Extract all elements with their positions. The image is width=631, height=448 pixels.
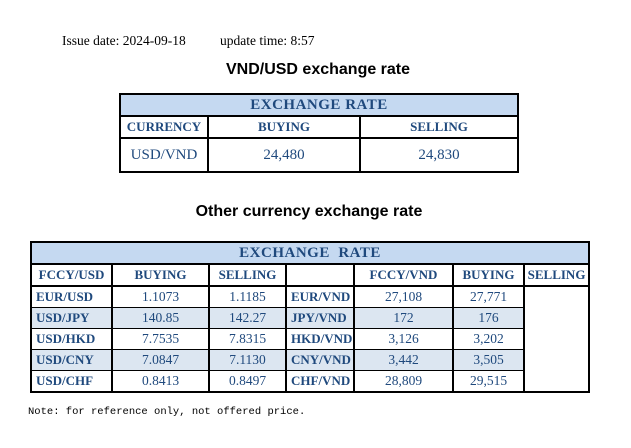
table-row: USD/HKD 7.7535 7.8315 HKD/VND 3,126 3,20… xyxy=(30,328,589,350)
meta-line: Issue date: 2024-09-18 update time: 8:57 xyxy=(0,33,631,51)
currency-pair-cell: USD/VND xyxy=(119,137,209,173)
buying-cell: 172 xyxy=(353,307,454,329)
table-row: USD/CHF 0.8413 0.8497 CHF/VND 28,809 29,… xyxy=(30,370,589,393)
issue-date: Issue date: 2024-09-18 xyxy=(62,33,186,48)
vnd-usd-table: EXCHANGE RATE CURRENCY BUYING SELLING US… xyxy=(118,93,520,173)
column-header-buying-left: BUYING xyxy=(111,263,210,287)
column-header-fccy-vnd: FCCY/VND xyxy=(353,263,454,287)
spacer-column xyxy=(285,263,355,287)
column-header-row: FCCY/USD BUYING SELLING FCCY/VND BUYING … xyxy=(30,263,591,287)
selling-cell: 142.27 xyxy=(208,307,287,329)
currency-pair-cell: HKD/VND xyxy=(285,328,355,350)
column-header-buying: BUYING xyxy=(207,115,361,139)
update-time: update time: 8:57 xyxy=(220,33,315,48)
column-header-selling-right: SELLING xyxy=(522,263,591,287)
buying-cell: 140.85 xyxy=(111,307,210,329)
selling-cell: 27,771 xyxy=(452,285,525,308)
other-currency-section-title: Other currency exchange rate xyxy=(195,203,423,220)
column-header-selling: SELLING xyxy=(358,115,520,139)
currency-pair-cell: JPY/VND xyxy=(285,307,355,329)
note: Note: for reference only, not offered pr… xyxy=(28,406,306,418)
column-header-fccy-usd: FCCY/USD xyxy=(30,263,113,287)
table-row: USD/JPY 140.85 142.27 JPY/VND 172 176 xyxy=(30,307,589,329)
selling-cell: 1.1185 xyxy=(208,285,287,308)
buying-cell: 24,480 xyxy=(207,137,361,173)
table-title: EXCHANGE RATE xyxy=(118,93,520,117)
buying-cell: 3,126 xyxy=(353,328,454,350)
currency-pair-cell: EUR/USD xyxy=(30,285,113,308)
table-title-row: EXCHANGE RATE xyxy=(29,241,591,265)
selling-cell: 29,515 xyxy=(452,370,525,393)
selling-cell: 3,202 xyxy=(452,328,525,350)
table-row: USD/CNY 7.0847 7.1130 CNY/VND 3,442 3,50… xyxy=(30,349,589,371)
selling-cell: 0.8497 xyxy=(208,370,287,393)
selling-cell: 24,830 xyxy=(358,137,520,173)
buying-cell: 1.1073 xyxy=(111,285,210,308)
column-header-row: CURRENCY BUYING SELLING xyxy=(119,115,520,139)
buying-cell: 28,809 xyxy=(353,370,454,393)
table-row: USD/VND 24,480 24,830 xyxy=(119,137,520,173)
currency-pair-cell: USD/CNY xyxy=(30,349,113,371)
column-header-buying-right: BUYING xyxy=(452,263,525,287)
buying-cell: 3,442 xyxy=(353,349,454,371)
buying-cell: 27,108 xyxy=(353,285,454,308)
vnd-usd-section-title: VND/USD exchange rate xyxy=(225,61,411,78)
buying-cell: 7.0847 xyxy=(111,349,210,371)
table-row: EUR/USD 1.1073 1.1185 EUR/VND 27,108 27,… xyxy=(30,285,589,308)
column-header-currency: CURRENCY xyxy=(119,115,209,139)
currency-pair-cell: EUR/VND xyxy=(285,285,355,308)
currency-pair-cell: CNY/VND xyxy=(285,349,355,371)
table-title-row: EXCHANGE RATE xyxy=(118,93,520,117)
currency-pair-cell: CHF/VND xyxy=(285,370,355,393)
currency-pair-cell: USD/HKD xyxy=(30,328,113,350)
buying-cell: 7.7535 xyxy=(111,328,210,350)
selling-cell: 7.8315 xyxy=(208,328,287,350)
currency-pair-cell: USD/JPY xyxy=(30,307,113,329)
column-header-selling-left: SELLING xyxy=(208,263,287,287)
other-currency-table: EXCHANGE RATE FCCY/USD BUYING SELLING FC… xyxy=(29,241,591,393)
selling-cell: 176 xyxy=(452,307,525,329)
currency-pair-cell: USD/CHF xyxy=(30,370,113,393)
buying-cell: 0.8413 xyxy=(111,370,210,393)
table-title: EXCHANGE RATE xyxy=(29,241,591,265)
selling-cell: 3,505 xyxy=(452,349,525,371)
selling-cell: 7.1130 xyxy=(208,349,287,371)
